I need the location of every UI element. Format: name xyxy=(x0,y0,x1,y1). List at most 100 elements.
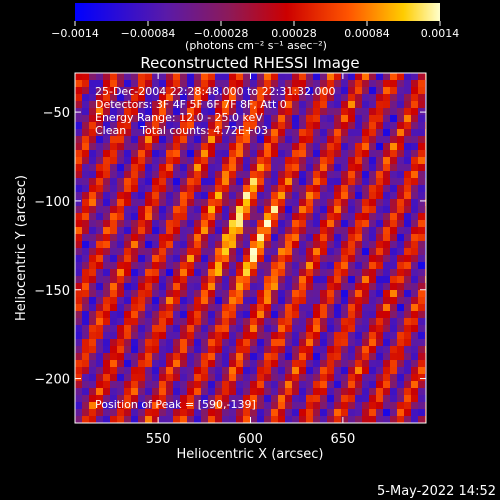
heatmap-cell xyxy=(96,129,103,136)
heatmap-cell xyxy=(89,129,96,136)
heatmap-cell xyxy=(271,87,278,94)
heatmap-cell xyxy=(152,178,159,185)
heatmap-cell xyxy=(271,227,278,234)
heatmap-cell xyxy=(138,248,145,255)
heatmap-cell xyxy=(243,360,250,367)
heatmap-cell xyxy=(404,199,411,206)
heatmap-cell xyxy=(180,94,187,101)
heatmap-cell xyxy=(117,73,124,80)
heatmap-cell xyxy=(327,241,334,248)
heatmap-cell xyxy=(222,129,229,136)
heatmap-cell xyxy=(75,227,82,234)
heatmap-cell xyxy=(82,115,89,122)
heatmap-cell xyxy=(369,360,376,367)
heatmap-cell xyxy=(341,80,348,87)
heatmap-cell xyxy=(110,360,117,367)
heatmap-cell xyxy=(138,108,145,115)
heatmap-cell xyxy=(243,115,250,122)
heatmap-cell xyxy=(250,402,257,409)
heatmap-cell xyxy=(376,269,383,276)
heatmap-cell xyxy=(404,325,411,332)
heatmap-cell xyxy=(180,241,187,248)
heatmap-cell xyxy=(369,157,376,164)
heatmap-cell xyxy=(257,381,264,388)
heatmap-cell xyxy=(222,416,229,423)
heatmap-cell xyxy=(320,143,327,150)
heatmap-cell xyxy=(271,409,278,416)
heatmap-cell xyxy=(243,297,250,304)
heatmap-cell xyxy=(313,290,320,297)
heatmap-cell xyxy=(383,136,390,143)
heatmap-cell xyxy=(411,332,418,339)
heatmap-cell xyxy=(201,339,208,346)
heatmap-cell xyxy=(362,269,369,276)
heatmap-cell xyxy=(390,101,397,108)
heatmap-cell xyxy=(418,255,425,262)
heatmap-cell xyxy=(341,304,348,311)
heatmap-cell xyxy=(82,248,89,255)
heatmap-cell xyxy=(236,402,243,409)
heatmap-cell xyxy=(145,157,152,164)
heatmap-cell xyxy=(180,332,187,339)
heatmap-cell xyxy=(124,283,131,290)
heatmap-cell xyxy=(334,395,341,402)
heatmap-cell xyxy=(194,339,201,346)
heatmap-cell xyxy=(250,367,257,374)
heatmap-cell xyxy=(145,276,152,283)
heatmap-cell xyxy=(411,150,418,157)
heatmap-cell xyxy=(299,346,306,353)
heatmap-cell xyxy=(376,115,383,122)
heatmap-cell xyxy=(250,360,257,367)
heatmap-cell xyxy=(369,241,376,248)
heatmap-cell xyxy=(369,234,376,241)
heatmap-cell xyxy=(292,206,299,213)
heatmap-cell xyxy=(320,255,327,262)
heatmap-cell xyxy=(222,87,229,94)
heatmap-cell xyxy=(208,199,215,206)
heatmap-cell xyxy=(96,227,103,234)
heatmap-cell xyxy=(89,367,96,374)
heatmap-cell xyxy=(341,276,348,283)
heatmap-cell xyxy=(390,374,397,381)
heatmap-cell xyxy=(404,304,411,311)
heatmap-cell xyxy=(152,367,159,374)
heatmap-cell xyxy=(222,325,229,332)
heatmap-cell xyxy=(145,87,152,94)
heatmap-cell xyxy=(96,122,103,129)
heatmap-cell xyxy=(229,178,236,185)
heatmap-cell xyxy=(96,416,103,423)
heatmap-cell xyxy=(418,178,425,185)
heatmap-cell xyxy=(397,290,404,297)
heatmap-cell xyxy=(131,122,138,129)
heatmap-cell xyxy=(327,206,334,213)
heatmap-cell xyxy=(215,353,222,360)
heatmap-cell xyxy=(124,206,131,213)
heatmap-cell xyxy=(383,374,390,381)
heatmap-cell xyxy=(390,269,397,276)
heatmap-cell xyxy=(145,325,152,332)
heatmap-cell xyxy=(117,178,124,185)
heatmap-cell xyxy=(313,108,320,115)
heatmap-cell xyxy=(411,157,418,164)
heatmap-cell xyxy=(404,136,411,143)
heatmap-cell xyxy=(159,332,166,339)
heatmap-cell xyxy=(194,311,201,318)
heatmap-cell xyxy=(215,276,222,283)
heatmap-cell xyxy=(299,94,306,101)
heatmap-cell xyxy=(362,367,369,374)
heatmap-cell xyxy=(362,150,369,157)
heatmap-cell xyxy=(236,290,243,297)
heatmap-cell xyxy=(159,73,166,80)
heatmap-cell xyxy=(152,409,159,416)
heatmap-cell xyxy=(418,374,425,381)
heatmap-cell xyxy=(82,332,89,339)
heatmap-cell xyxy=(236,409,243,416)
heatmap-cell xyxy=(278,213,285,220)
heatmap-cell xyxy=(264,227,271,234)
heatmap-cell xyxy=(82,367,89,374)
heatmap-cell xyxy=(362,353,369,360)
heatmap-cell xyxy=(89,164,96,171)
heatmap-cell xyxy=(166,143,173,150)
heatmap-cell xyxy=(75,164,82,171)
heatmap-cell xyxy=(110,255,117,262)
